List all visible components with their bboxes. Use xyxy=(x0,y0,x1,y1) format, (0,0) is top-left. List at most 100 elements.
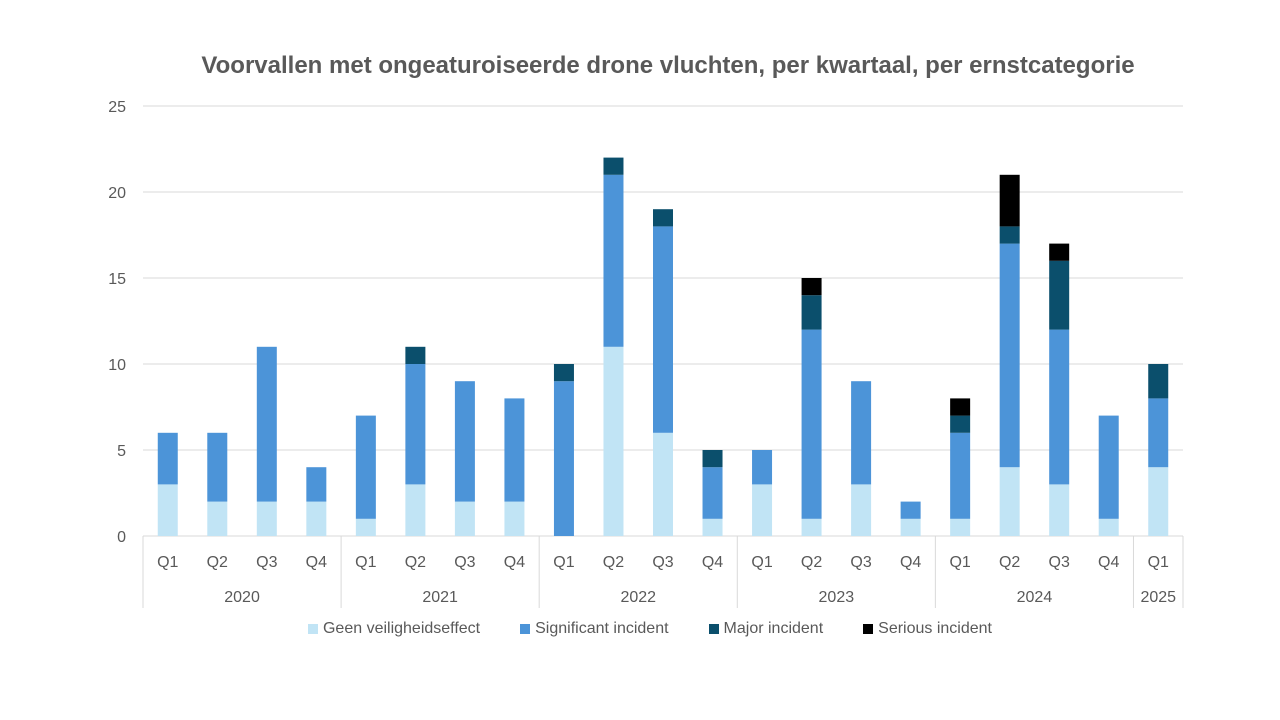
bar-segment-3-12 xyxy=(702,450,723,468)
x-tick-label: Q4 xyxy=(900,554,921,571)
x-tick-label: Q1 xyxy=(157,554,178,571)
year-label: 2020 xyxy=(224,589,260,606)
x-tick-label: Q3 xyxy=(652,554,673,571)
legend-item-significant: Significant incident xyxy=(520,620,669,638)
bar-segment-1-8 xyxy=(504,501,525,536)
y-tick-label: 0 xyxy=(117,529,126,546)
bar-segment-3-18 xyxy=(999,226,1020,244)
bar-segment-2-20 xyxy=(1098,415,1119,519)
x-tick-label: Q2 xyxy=(603,554,624,571)
bar-segment-1-10 xyxy=(603,346,624,536)
legend-item-major: Major incident xyxy=(708,620,823,638)
x-tick-label: Q3 xyxy=(256,554,277,571)
bar-segment-2-10 xyxy=(603,174,624,347)
bar-segment-2-9 xyxy=(553,381,574,536)
legend-swatch-major xyxy=(708,624,719,634)
bar-segment-2-8 xyxy=(504,398,525,502)
bar-segment-3-11 xyxy=(653,209,673,227)
bar-segment-4-14 xyxy=(801,278,822,296)
bar-segment-2-19 xyxy=(1049,329,1070,485)
legend-item-geen: Geen veiligheidseffect xyxy=(307,620,481,638)
legend-label-geen: Geen veiligheidseffect xyxy=(322,620,481,637)
bar-segment-2-21 xyxy=(1148,398,1169,468)
bar-segment-2-6 xyxy=(405,364,426,485)
legend: Geen veiligheidseffect Significant incid… xyxy=(0,620,1280,638)
bar-segment-2-15 xyxy=(851,381,872,485)
bar-segment-1-11 xyxy=(653,432,673,536)
bar-segment-1-18 xyxy=(999,467,1020,536)
bar-segment-3-9 xyxy=(553,364,574,382)
bar-segment-2-17 xyxy=(950,432,971,519)
bar-segment-1-19 xyxy=(1049,484,1070,536)
bar-segment-4-18 xyxy=(999,174,1020,227)
bar-segment-1-5 xyxy=(355,518,376,536)
x-tick-label: Q1 xyxy=(355,554,376,571)
bar-segment-2-18 xyxy=(999,243,1020,468)
x-tick-label: Q1 xyxy=(553,554,574,571)
bar-segment-3-19 xyxy=(1049,260,1070,330)
bar-segment-2-3 xyxy=(256,346,277,502)
x-tick-label: Q3 xyxy=(1049,554,1070,571)
bar-segment-1-3 xyxy=(256,501,277,536)
x-tick-label: Q1 xyxy=(751,554,772,571)
bar-segment-2-5 xyxy=(355,415,376,519)
bar-segment-2-4 xyxy=(306,467,327,502)
y-tick-label: 10 xyxy=(108,357,126,374)
year-label: 2023 xyxy=(819,589,855,606)
y-tick-label: 5 xyxy=(117,443,126,460)
bar-segment-1-4 xyxy=(306,501,327,536)
x-tick-label: Q4 xyxy=(702,554,723,571)
bar-segment-2-7 xyxy=(454,381,475,502)
bar-segment-2-14 xyxy=(801,329,822,519)
y-tick-label: 15 xyxy=(108,271,126,288)
x-tick-label: Q1 xyxy=(949,554,970,571)
bar-segment-1-14 xyxy=(801,518,822,536)
bar-segment-2-12 xyxy=(702,467,723,519)
bar-segment-3-17 xyxy=(950,415,971,433)
bar-segment-1-17 xyxy=(950,518,971,536)
chart-title: Voorvallen met ongeaturoiseerde drone vl… xyxy=(201,52,1135,79)
year-label: 2024 xyxy=(1017,589,1053,606)
year-label: 2025 xyxy=(1140,589,1176,606)
x-tick-label: Q4 xyxy=(306,554,327,571)
bar-segment-1-2 xyxy=(207,501,228,536)
year-label: 2022 xyxy=(620,589,656,606)
bar-segment-2-11 xyxy=(653,226,673,433)
x-tick-label: Q3 xyxy=(454,554,475,571)
bar-segment-2-1 xyxy=(157,432,178,485)
y-tick-label: 25 xyxy=(108,99,126,116)
x-tick-label: Q2 xyxy=(801,554,822,571)
x-tick-label: Q4 xyxy=(504,554,525,571)
bar-segment-1-20 xyxy=(1098,518,1119,536)
x-tick-label: Q2 xyxy=(999,554,1020,571)
legend-swatch-serious xyxy=(863,624,874,634)
bar-segment-4-17 xyxy=(950,398,971,416)
legend-label-significant: Significant incident xyxy=(535,620,669,637)
x-tick-label: Q3 xyxy=(850,554,871,571)
bar-segment-3-21 xyxy=(1148,364,1169,399)
legend-swatch-geen xyxy=(307,624,318,634)
bar-segment-2-2 xyxy=(207,432,228,502)
legend-label-serious: Serious incident xyxy=(878,620,992,637)
bar-segment-2-16 xyxy=(900,501,921,519)
y-tick-label: 20 xyxy=(108,185,126,202)
x-tick-label: Q2 xyxy=(207,554,228,571)
bar-segment-3-10 xyxy=(603,157,624,175)
bar-segment-3-14 xyxy=(801,295,822,330)
bar-segment-1-21 xyxy=(1148,467,1169,536)
bar-segment-2-13 xyxy=(752,450,773,485)
bar-segment-3-6 xyxy=(405,346,426,364)
bar-segment-1-1 xyxy=(157,484,178,536)
bar-segment-1-13 xyxy=(752,484,773,536)
bar-segment-1-6 xyxy=(405,484,426,536)
bar-segment-1-7 xyxy=(454,501,475,536)
year-label: 2021 xyxy=(422,589,458,606)
bar-segment-1-15 xyxy=(851,484,872,536)
bar-segment-1-16 xyxy=(900,518,921,536)
legend-swatch-significant xyxy=(520,624,531,634)
x-tick-label: Q2 xyxy=(405,554,426,571)
x-tick-label: Q4 xyxy=(1098,554,1119,571)
legend-item-serious: Serious incident xyxy=(863,620,992,638)
bar-segment-4-19 xyxy=(1049,243,1070,261)
